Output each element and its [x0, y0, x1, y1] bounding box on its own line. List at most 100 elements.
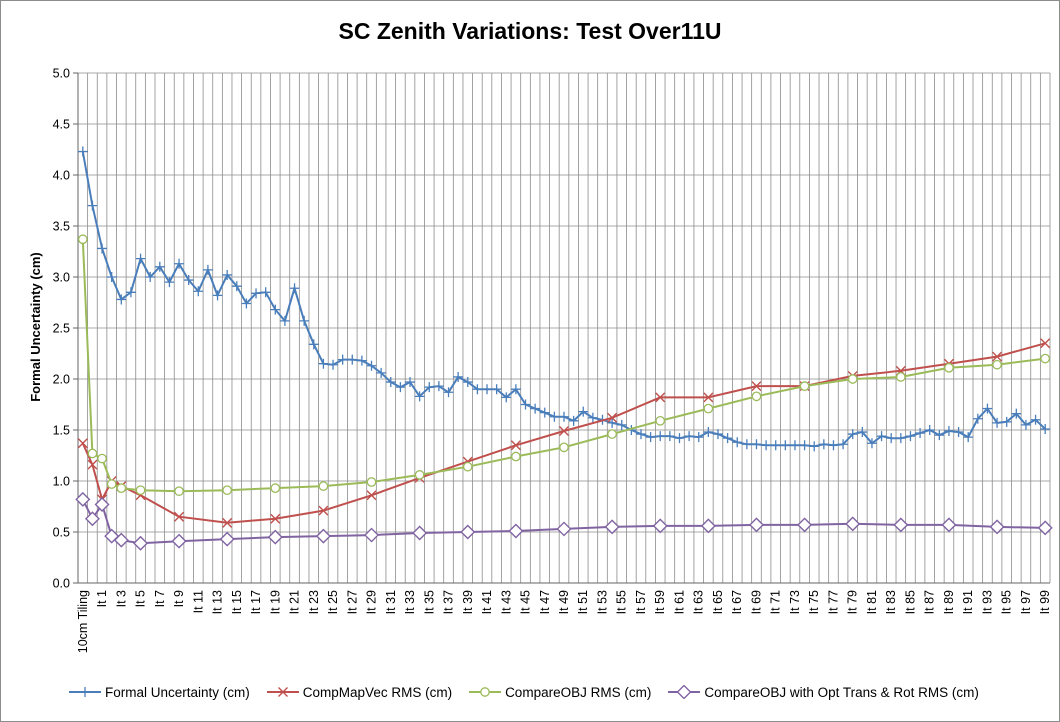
data-point: [799, 440, 810, 451]
x-tick-label: It 47: [538, 590, 552, 614]
data-point: [539, 407, 550, 418]
data-point: [953, 427, 964, 438]
data-point: [989, 519, 1005, 535]
data-point: [385, 377, 396, 388]
x-tick-label: It 69: [749, 590, 763, 614]
data-point: [828, 440, 839, 451]
data-point: [934, 430, 945, 441]
data-point: [241, 298, 252, 309]
data-point: [77, 438, 88, 449]
series-layer: [75, 146, 1053, 551]
y-tick-label: 4.0: [53, 169, 70, 183]
data-point: [751, 381, 762, 392]
data-point: [279, 315, 290, 326]
data-point: [751, 439, 762, 450]
data-point: [171, 533, 187, 549]
y-tick-label: 5.0: [53, 67, 70, 81]
tick-labels: 0.0 0.5 1.0 1.5 2.0 2.5 3.0 3.5 4.0 4.5 5.0 10cm Ti…: [53, 67, 1053, 654]
x-tick-label: It 31: [384, 590, 398, 614]
data-point: [520, 399, 531, 410]
data-point: [87, 459, 98, 470]
data-point: [895, 433, 906, 444]
x-tick-label: It 73: [788, 590, 802, 614]
data-point: [510, 384, 521, 395]
legend-label: CompareOBJ with Opt Trans & Rot RMS (cm): [704, 684, 979, 700]
data-point: [559, 411, 569, 422]
data-point: [164, 277, 175, 288]
data-point: [135, 253, 146, 264]
data-point: [530, 403, 541, 414]
legend-item-compmapvec-rms: CompMapVec RMS (cm): [266, 685, 452, 700]
data-point: [501, 392, 512, 403]
data-point: [616, 419, 627, 430]
x-tick-label: It 83: [884, 590, 898, 614]
data-point: [905, 431, 916, 442]
y-tick-label: 2.0: [53, 373, 70, 387]
series-compareobj-rms: [77, 234, 1051, 497]
data-point: [491, 384, 502, 395]
data-point: [219, 531, 235, 547]
data-point: [712, 429, 723, 440]
data-point: [106, 272, 117, 282]
data-point: [299, 315, 310, 326]
data-point: [405, 377, 416, 388]
data-point: [376, 367, 387, 378]
data-point: [741, 439, 752, 450]
x-tick-label: It 59: [653, 590, 667, 614]
data-point: [655, 415, 666, 426]
x-tick-label: It 21: [288, 590, 302, 614]
data-point: [645, 432, 656, 443]
data-point: [992, 351, 1003, 362]
data-point: [799, 381, 810, 391]
data-point: [664, 431, 675, 442]
x-tick-label: It 93: [980, 590, 994, 614]
data-point: [97, 453, 107, 464]
x-tick-label: It 9: [172, 590, 186, 607]
data-point: [395, 382, 406, 393]
data-point: [154, 261, 165, 272]
x-tick-label: It 51: [576, 590, 590, 614]
x-tick-label: It 29: [365, 590, 379, 614]
legend-label: CompareOBJ RMS (cm): [505, 684, 652, 700]
data-point: [460, 524, 476, 540]
data-point: [876, 431, 887, 442]
data-point: [433, 381, 444, 392]
data-point: [87, 200, 98, 211]
data-point: [1040, 338, 1051, 349]
data-point: [174, 486, 184, 497]
legend-label: Formal Uncertainty (cm): [105, 684, 250, 700]
data-point: [568, 415, 579, 426]
data-point: [328, 359, 339, 370]
data-point: [424, 382, 435, 393]
x-tick-label: It 45: [519, 590, 533, 614]
x-tick-label: It 3: [114, 590, 128, 607]
data-point: [270, 513, 281, 524]
series-compareobj-opt-rms: [75, 491, 1053, 551]
x-tick-label: It 67: [730, 590, 744, 614]
legend-swatch-marker: [277, 687, 288, 697]
data-point: [116, 294, 127, 305]
data-point: [963, 432, 974, 443]
data-point: [847, 374, 858, 384]
x-tick-label: It 7: [153, 590, 167, 607]
legend-swatch-marker: [676, 685, 692, 699]
legend-item-formal-uncertainty: Formal Uncertainty (cm): [68, 685, 250, 700]
x-tick-label: It 1: [95, 590, 109, 607]
data-point: [222, 269, 233, 280]
data-point: [655, 431, 666, 442]
data-point: [789, 440, 800, 451]
grid-lines: [77, 72, 1051, 584]
data-point: [412, 525, 428, 541]
data-point: [866, 438, 877, 449]
data-point: [770, 440, 781, 451]
data-point: [1037, 520, 1053, 536]
data-point: [797, 517, 813, 533]
data-point: [315, 528, 331, 544]
x-tick-label: It 97: [1019, 590, 1033, 614]
data-point: [845, 516, 861, 532]
x-tick-label: It 11: [191, 590, 205, 613]
data-point: [857, 427, 868, 438]
data-point: [838, 439, 849, 450]
data-point: [893, 517, 909, 533]
x-tick-label: 10cm Tiling: [76, 590, 90, 653]
